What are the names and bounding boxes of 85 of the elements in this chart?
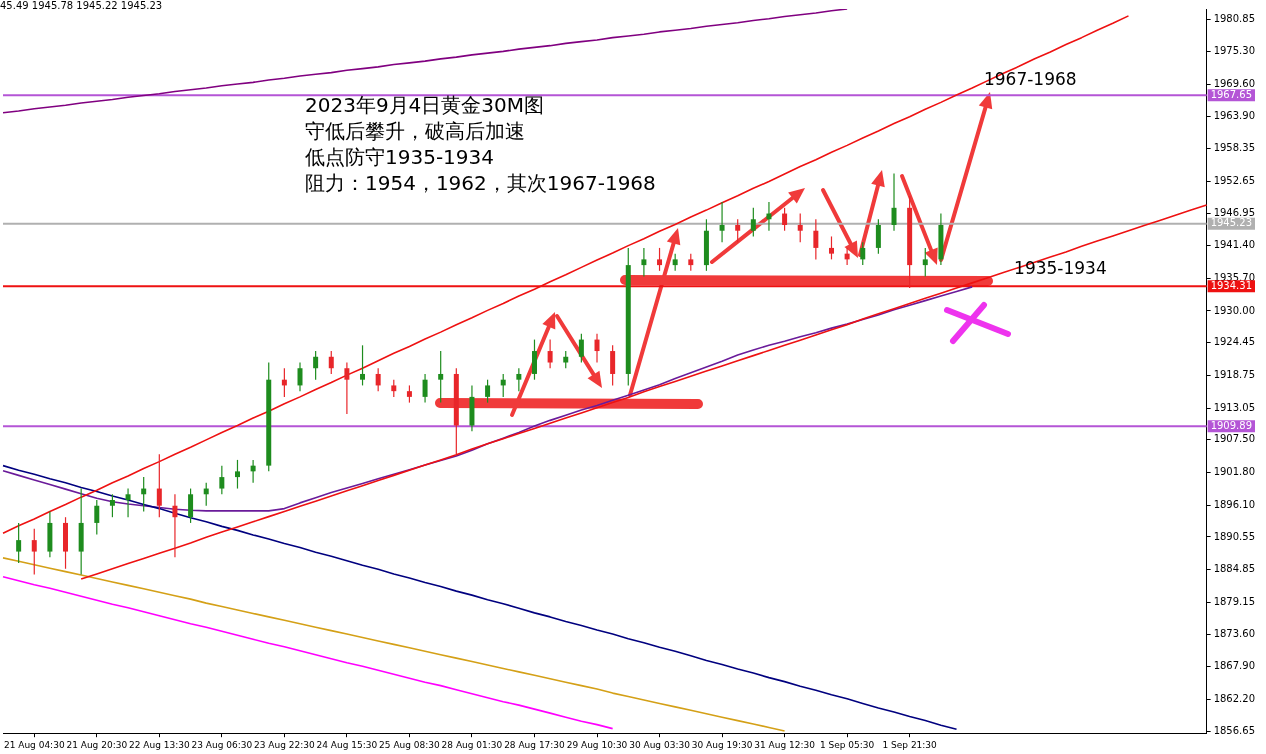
x-tick-label: 28 Aug 01:30 (441, 739, 503, 750)
ref-line-label: 1945.23 (1210, 217, 1253, 229)
candlestick (735, 218, 741, 243)
x-tick-label: 28 Aug 17:30 (504, 739, 566, 750)
candlestick (360, 344, 366, 387)
annotation: 守低后攀升，破高后加速 (305, 118, 526, 144)
y-tick-label: 1913.05 (1213, 401, 1256, 413)
candlestick (313, 350, 319, 381)
y-tick-label: 1884.85 (1213, 563, 1256, 575)
x-tick-label: 21 Aug 04:30 (3, 739, 65, 750)
candlestick (860, 241, 866, 266)
candlestick (782, 207, 788, 232)
annotation: 1935-1934 (1014, 258, 1107, 279)
candlestick (657, 247, 663, 272)
candlestick (188, 487, 194, 524)
candlestick (438, 350, 444, 404)
x-tick-label: 25 Aug 08:30 (379, 739, 441, 750)
y-tick-label: 1946.95 (1213, 207, 1256, 219)
y-tick-label: 1930.00 (1213, 304, 1256, 316)
candlestick (797, 212, 803, 243)
y-tick-label: 1867.90 (1213, 660, 1256, 672)
candlestick (485, 379, 491, 404)
x-tick-label: 1 Sep 05:30 (819, 739, 875, 750)
candlestick (610, 344, 616, 387)
x-tick-label: 30 Aug 19:30 (691, 739, 753, 750)
x-tick-label: 30 Aug 03:30 (629, 739, 691, 750)
candlestick (547, 338, 553, 369)
y-tick-label: 1975.30 (1213, 44, 1256, 56)
ref-line-label: 1909.89 (1210, 419, 1253, 431)
candlestick (375, 367, 381, 392)
candlestick (922, 247, 928, 278)
candlestick (31, 528, 37, 576)
x-tick-label: 24 Aug 15:30 (316, 739, 378, 750)
y-tick-label: 1856.65 (1213, 724, 1256, 736)
candlestick (813, 218, 819, 260)
y-tick-label: 1907.50 (1213, 433, 1256, 445)
y-tick-label: 1862.20 (1213, 692, 1256, 704)
text: 2023年9月4日黄金30M图 (305, 92, 546, 118)
candlestick (828, 235, 834, 260)
candlestick (422, 373, 428, 404)
ref-line-label: 1967.65 (1210, 88, 1253, 100)
y-tick-label: 1952.65 (1213, 174, 1256, 186)
y-tick-label: 1924.45 (1213, 336, 1256, 348)
x-tick-label: 23 Aug 06:30 (191, 739, 253, 750)
x-tick-label: 29 Aug 10:30 (566, 739, 628, 750)
candlestick (875, 218, 881, 255)
y-tick-label: 1969.60 (1213, 77, 1256, 89)
y-tick-label: 1890.55 (1213, 530, 1256, 542)
annotation: 低点防守1935-1934 (305, 144, 495, 170)
chart-subtitle: 45.49 1945.78 1945.22 1945.23 (0, 0, 163, 11)
x-tick-label: 31 Aug 12:30 (754, 739, 816, 750)
candlestick (750, 207, 756, 238)
y-tick-label: 1901.80 (1213, 466, 1256, 478)
candlestick (641, 247, 647, 278)
candlestick (234, 459, 240, 490)
candlestick (578, 333, 584, 364)
candlestick (172, 493, 178, 558)
annotation: 阻力：1954，1962，其次1967-1968 (305, 170, 656, 196)
y-tick-label: 1879.15 (1213, 595, 1256, 607)
candlestick (94, 499, 100, 535)
candlestick (125, 487, 131, 518)
y-tick-label: 1963.90 (1213, 110, 1256, 122)
candlestick (344, 361, 350, 415)
annotation: 1967-1968 (983, 69, 1077, 90)
y-tick-label: 1958.35 (1213, 142, 1256, 154)
y-tick-label: 1896.10 (1213, 498, 1256, 510)
candlestick (891, 172, 897, 232)
candlestick (328, 350, 334, 375)
x-tick-label: 1 Sep 21:30 (882, 739, 938, 750)
candlestick (516, 367, 522, 392)
y-tick-label: 1873.60 (1213, 627, 1256, 639)
y-tick-label: 1918.75 (1213, 368, 1256, 380)
candlestick (297, 361, 303, 392)
candlestick (719, 201, 725, 243)
y-tick-label: 1980.85 (1213, 13, 1256, 25)
candlestick (531, 338, 537, 381)
candlestick (594, 333, 600, 364)
y-tick-label: 1941.40 (1213, 239, 1256, 251)
candlestick (219, 465, 225, 495)
x-tick-label: 23 Aug 22:30 (254, 739, 315, 750)
candlestick (156, 453, 162, 518)
candlestick (109, 493, 115, 518)
x-tick-label: 22 Aug 13:30 (128, 739, 190, 750)
candlestick (16, 522, 22, 564)
x-tick-label: 21 Aug 20:30 (66, 739, 128, 750)
